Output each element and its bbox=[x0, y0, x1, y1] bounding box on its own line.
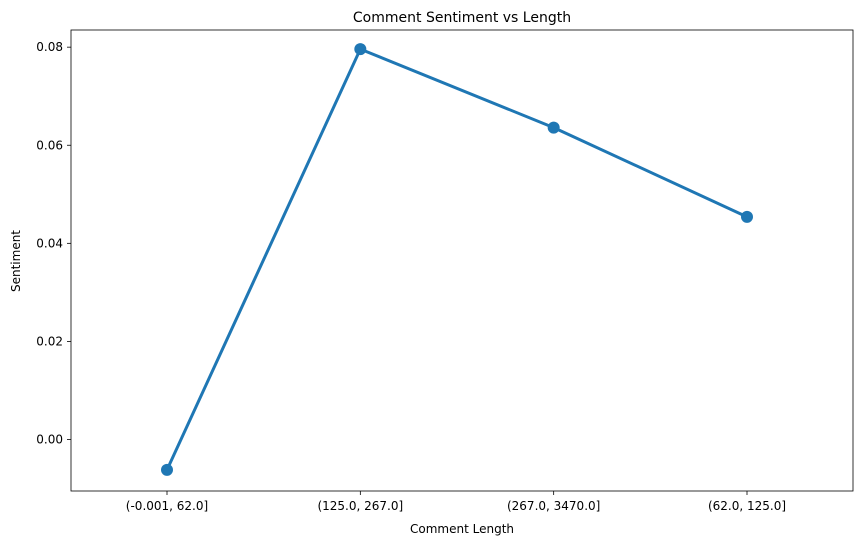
x-tick-label: (62.0, 125.0] bbox=[708, 499, 786, 513]
y-tick-label: 0.08 bbox=[36, 40, 63, 54]
series-line bbox=[165, 47, 748, 471]
x-tick-label: (267.0, 3470.0] bbox=[507, 499, 600, 513]
y-tick-label: 0.00 bbox=[36, 433, 63, 447]
y-axis-label: Sentiment bbox=[9, 230, 23, 292]
data-point bbox=[547, 121, 560, 134]
x-axis-label: Comment Length bbox=[410, 522, 514, 536]
data-point bbox=[161, 463, 173, 476]
x-tick-label: (125.0, 267.0] bbox=[317, 499, 403, 513]
series-layer bbox=[161, 43, 753, 476]
chart-title: Comment Sentiment vs Length bbox=[353, 10, 571, 26]
data-point bbox=[354, 43, 367, 56]
plot-frame bbox=[70, 29, 854, 492]
data-point bbox=[741, 210, 753, 223]
x-tick-label: (-0.001, 62.0] bbox=[126, 499, 208, 513]
y-tick-label: 0.06 bbox=[36, 138, 63, 152]
y-axis: 0.00 0.02 0.04 0.06 0.08 bbox=[36, 40, 71, 447]
y-tick-label: 0.02 bbox=[36, 334, 63, 348]
y-tick-label: 0.04 bbox=[36, 236, 63, 250]
x-axis: (-0.001, 62.0] (125.0, 267.0] (267.0, 3470… bbox=[126, 491, 786, 513]
